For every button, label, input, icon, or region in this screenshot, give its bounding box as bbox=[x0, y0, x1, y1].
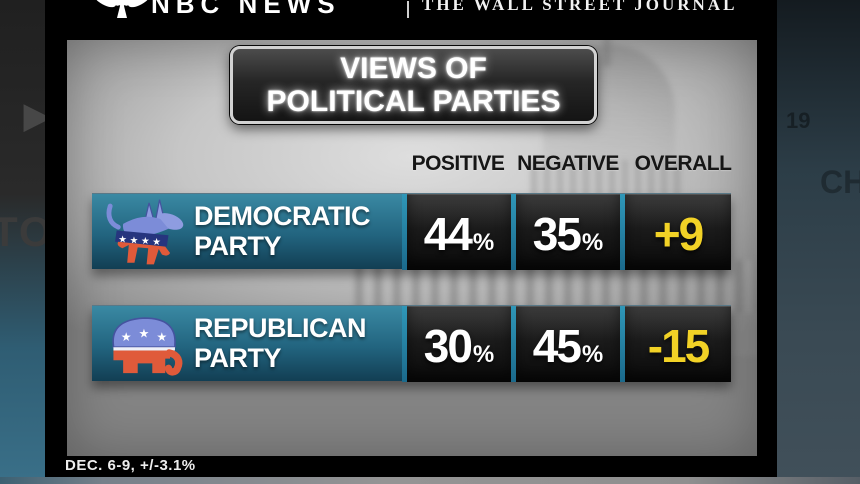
background-right-edge bbox=[776, 0, 860, 484]
capitol-statue-silhouette bbox=[603, 40, 611, 66]
background-partial-text-left: TO bbox=[0, 208, 54, 255]
positive-value-cell: 44% bbox=[407, 194, 511, 270]
title-line-1: VIEWS OF bbox=[340, 52, 487, 85]
partner-name: THE WALL STREET JOURNAL bbox=[422, 0, 738, 14]
svg-text:★: ★ bbox=[118, 235, 127, 246]
overall-value-cell: +9 bbox=[625, 194, 731, 270]
title-line-2: POLITICAL PARTIES bbox=[266, 85, 561, 118]
party-name-line-2: PARTY bbox=[194, 343, 282, 373]
table-row-democratic: ★ ★ ★ ★ DEMOCRATIC PARTY 44% 35% +9 bbox=[92, 193, 731, 270]
title-box: VIEWS OF POLITICAL PARTIES bbox=[230, 46, 597, 124]
cell-divider bbox=[620, 306, 625, 382]
cell-divider bbox=[620, 194, 625, 270]
column-header-positive: POSITIVE bbox=[411, 152, 505, 175]
poll-date-note: DEC. 6-9, +/-3.1% bbox=[65, 457, 196, 474]
democratic-donkey-icon: ★ ★ ★ ★ bbox=[106, 199, 184, 265]
svg-text:★: ★ bbox=[130, 235, 139, 246]
column-header-negative: NEGATIVE bbox=[517, 152, 619, 175]
party-name-line-1: REPUBLICAN bbox=[194, 313, 367, 343]
overall-value-cell: -15 bbox=[625, 306, 731, 382]
nbc-peacock-icon bbox=[94, 0, 149, 18]
percent-sign: % bbox=[472, 341, 495, 368]
negative-value: 35 bbox=[532, 208, 582, 260]
positive-value-cell: 30% bbox=[407, 306, 511, 382]
overall-value: +9 bbox=[653, 208, 704, 260]
party-name: REPUBLICAN PARTY bbox=[194, 313, 367, 373]
cell-divider bbox=[402, 194, 407, 270]
cell-divider bbox=[511, 194, 516, 270]
svg-text:★: ★ bbox=[121, 330, 132, 344]
percent-sign: % bbox=[472, 229, 495, 256]
cell-divider bbox=[511, 306, 516, 382]
percent-sign: % bbox=[581, 341, 604, 368]
svg-text:★: ★ bbox=[139, 327, 150, 341]
overall-value: -15 bbox=[647, 320, 711, 372]
negative-value-cell: 35% bbox=[516, 194, 620, 270]
column-header-overall: OVERALL bbox=[634, 152, 732, 175]
party-name-line-2: PARTY bbox=[194, 231, 282, 261]
cell-divider bbox=[402, 306, 407, 382]
svg-text:★: ★ bbox=[156, 330, 167, 344]
negative-value: 45 bbox=[532, 320, 582, 372]
party-name: DEMOCRATIC PARTY bbox=[194, 201, 370, 261]
background-left-edge bbox=[0, 0, 46, 484]
positive-value: 44 bbox=[423, 208, 473, 260]
republican-elephant-icon: ★ ★ ★ bbox=[112, 317, 183, 376]
percent-sign: % bbox=[581, 229, 604, 256]
background-partial-number: 19 bbox=[786, 108, 811, 133]
background-bottom-strip bbox=[0, 477, 860, 484]
table-row-republican: ★ ★ ★ REPUBLICAN PARTY 30% 45% -15 bbox=[92, 305, 731, 382]
banner-divider bbox=[407, 1, 409, 18]
network-name: NBC NEWS bbox=[151, 0, 341, 18]
party-name-line-1: DEMOCRATIC bbox=[194, 201, 370, 231]
svg-text:★: ★ bbox=[141, 236, 150, 247]
network-banner: NBC NEWS THE WALL STREET JOURNAL bbox=[45, 0, 777, 18]
negative-value-cell: 45% bbox=[516, 306, 620, 382]
background-partial-text-right: CH bbox=[820, 164, 860, 200]
svg-text:★: ★ bbox=[152, 237, 161, 248]
positive-value: 30 bbox=[423, 320, 473, 372]
